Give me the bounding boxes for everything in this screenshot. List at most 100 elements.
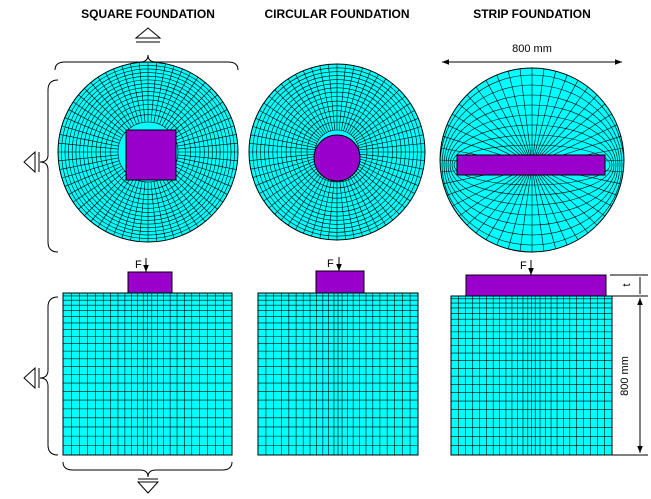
- mesh-line: [447, 114, 617, 216]
- mesh-line: [68, 165, 122, 195]
- mesh-line: [496, 74, 533, 166]
- dimension-label: t: [621, 283, 633, 286]
- mesh-line: [95, 99, 201, 205]
- panel-title: SQUARE FOUNDATION: [81, 7, 215, 21]
- mesh-line: [357, 158, 422, 178]
- mesh-line: [59, 157, 119, 170]
- mesh-line: [264, 79, 410, 225]
- mesh-line: [84, 88, 127, 131]
- mesh-line: [260, 75, 414, 229]
- mesh-line: [252, 67, 422, 237]
- dimension-label: 800 mm: [512, 43, 552, 55]
- mesh-line: [170, 170, 218, 210]
- panel-title: STRIP FOUNDATION: [473, 7, 591, 21]
- brace: [39, 296, 59, 456]
- mesh-line: [61, 160, 120, 179]
- mesh-line: [352, 89, 400, 137]
- mesh-line: [159, 179, 183, 236]
- mesh-line: [113, 179, 137, 236]
- mesh-line: [519, 164, 533, 252]
- mesh-line: [177, 134, 237, 147]
- mesh-line: [285, 100, 389, 204]
- mesh-line: [79, 83, 217, 221]
- mesh-line: [156, 180, 175, 239]
- mesh-line: [176, 160, 235, 179]
- mesh-line: [306, 121, 368, 183]
- mesh-line: [280, 168, 324, 221]
- mesh-line: [338, 173, 346, 240]
- mesh-line: [485, 164, 533, 240]
- panel-title: CIRCULAR FOUNDATION: [264, 7, 409, 21]
- mesh-line: [353, 95, 406, 139]
- mesh-line: [531, 164, 579, 240]
- mesh-line: [357, 160, 419, 186]
- mesh-line: [250, 134, 316, 149]
- footing: [127, 271, 173, 294]
- force-label: F: [327, 258, 334, 270]
- mesh-line: [531, 164, 557, 249]
- mesh-line: [64, 68, 232, 236]
- mesh-line: [287, 78, 326, 134]
- mesh-line: [250, 155, 316, 170]
- mesh-line: [58, 154, 119, 162]
- mesh-line: [343, 172, 363, 237]
- mesh-line: [319, 173, 334, 239]
- mesh-line: [263, 163, 319, 202]
- mesh-line: [531, 164, 589, 234]
- mesh-line: [263, 102, 319, 141]
- mesh-line: [357, 118, 419, 144]
- mesh-line: [531, 74, 568, 166]
- mesh-line: [328, 173, 336, 240]
- mesh-line: [130, 63, 143, 123]
- mesh-line: [295, 110, 379, 194]
- dimension-label: 800 mm: [619, 356, 631, 396]
- mesh-line: [90, 82, 130, 130]
- mesh-line: [519, 68, 533, 166]
- mesh-line: [256, 71, 418, 233]
- mesh-line: [164, 176, 199, 227]
- mesh-line: [73, 101, 124, 136]
- mesh-line: [311, 172, 331, 237]
- mesh-line: [113, 68, 137, 125]
- mesh-line: [355, 163, 411, 202]
- mesh-lines: [58, 62, 238, 242]
- mesh-line: [73, 168, 124, 203]
- mesh-line: [172, 168, 223, 203]
- mesh-line: [105, 178, 135, 232]
- force-label: F: [135, 259, 142, 271]
- mesh-line: [300, 115, 374, 189]
- mesh-line: [347, 74, 379, 133]
- mesh-line: [358, 153, 425, 161]
- mesh-line: [255, 118, 317, 144]
- symmetry-marker: [136, 478, 160, 494]
- mesh-line: [170, 94, 218, 134]
- mesh-line: [177, 142, 238, 150]
- mesh-line: [166, 82, 206, 130]
- mesh-line: [64, 163, 121, 187]
- mesh-line: [352, 167, 400, 215]
- mesh-line: [353, 165, 406, 209]
- mesh-line: [345, 70, 371, 132]
- mesh-line: [280, 83, 324, 136]
- mesh-line: [252, 158, 317, 178]
- brace: [54, 54, 239, 71]
- mesh-line: [150, 181, 158, 242]
- mesh-line: [272, 87, 402, 217]
- mesh-line: [156, 65, 175, 124]
- mesh-line: [105, 109, 191, 195]
- mesh-line: [338, 64, 346, 131]
- mesh-line: [466, 94, 533, 166]
- mesh-line: [68, 109, 122, 139]
- mesh-line: [340, 65, 355, 131]
- mesh-line: [138, 62, 146, 123]
- mesh-line: [90, 174, 130, 222]
- brace: [39, 79, 59, 253]
- mesh-line: [507, 164, 533, 249]
- mesh-line: [91, 95, 205, 209]
- mesh-line: [355, 102, 411, 141]
- mesh-line: [100, 104, 196, 200]
- mesh-line: [87, 91, 209, 213]
- square-footing: [125, 129, 177, 181]
- mesh-line: [153, 181, 166, 241]
- mesh-line: [356, 110, 415, 142]
